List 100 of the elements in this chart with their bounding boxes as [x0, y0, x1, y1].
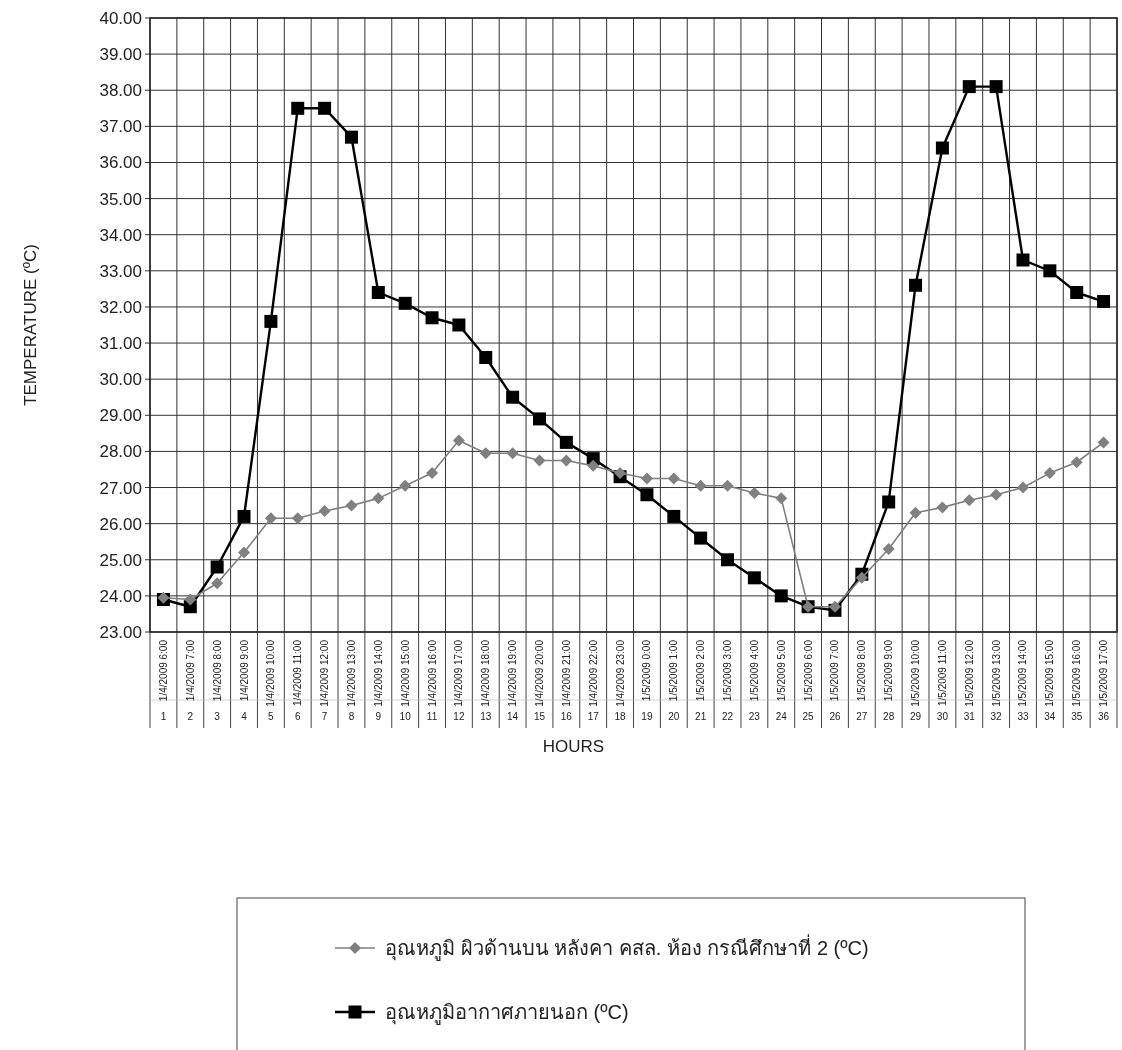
- point: [694, 479, 707, 492]
- x-tick-label: 1/5/2009 15:00 34: [1044, 639, 1056, 722]
- x-tick-label: 1/5/2009 11:00 30: [936, 639, 949, 722]
- x-tick-label: 1/4/2009 12:00 7: [319, 639, 331, 722]
- point: [640, 472, 653, 485]
- x-tick-label: 1/4/2009 16:00 11: [426, 639, 438, 722]
- point: [532, 412, 546, 426]
- point: [1070, 285, 1084, 299]
- y-tick-label: 23.00: [99, 623, 142, 642]
- x-tick-label: 1/4/2009 21:00 16: [560, 639, 573, 722]
- x-tick-label: 1/5/2009 4:00 23: [748, 639, 761, 722]
- x-tick-label: 1/5/2009 12:00 31: [963, 639, 976, 722]
- y-tick-label: 33.00: [99, 261, 142, 281]
- point: [533, 454, 546, 467]
- point: [882, 495, 896, 509]
- x-tick-label: 1/5/2009 5:00 24: [775, 639, 788, 722]
- y-tick-label: 40.00: [99, 9, 142, 28]
- point: [721, 553, 735, 567]
- point: [452, 318, 466, 332]
- point: [291, 101, 305, 115]
- point: [855, 571, 868, 584]
- point: [667, 509, 681, 523]
- point: [479, 447, 492, 460]
- y-tick-label: 38.00: [99, 81, 142, 101]
- point: [264, 314, 278, 328]
- point: [372, 492, 385, 505]
- x-tick-label: 1/4/2009 14:00 9: [372, 639, 384, 722]
- point: [344, 130, 358, 144]
- x-tick-label: 1/4/2009 19:00 14: [507, 639, 519, 722]
- point: [399, 479, 412, 492]
- point: [425, 311, 439, 325]
- point: [614, 467, 627, 480]
- x-tick-label: 1/5/2009 8:00 27: [856, 639, 868, 722]
- point: [1016, 253, 1030, 267]
- point: [398, 296, 412, 310]
- x-tick-label: 1/5/2009 16:00 35: [1071, 639, 1083, 722]
- point: [238, 546, 251, 559]
- legend-label: อุณหภูมิ ผิวด้านบน หลังคา คสล. ห้อง กรณีศึกษาที่ 2 (ºC): [385, 934, 869, 961]
- y-tick-label: 32.00: [99, 297, 142, 317]
- x-tick-label: 1/4/2009 15:00 10: [399, 639, 412, 722]
- point: [882, 542, 895, 555]
- x-axis-title: HOURS: [542, 737, 605, 756]
- y-tick-label: 34.00: [99, 225, 142, 245]
- point: [1097, 295, 1111, 309]
- point: [426, 467, 439, 480]
- point: [560, 454, 573, 467]
- x-tick-label: 1/5/2009 13:00 32: [990, 639, 1003, 722]
- point: [452, 434, 465, 447]
- x-tick-label: 1/4/2009 20:00 15: [533, 639, 546, 722]
- point: [989, 80, 1003, 94]
- point: [990, 488, 1003, 501]
- y-tick-label: 36.00: [99, 153, 142, 173]
- point: [506, 390, 520, 404]
- y-tick-label: 31.00: [99, 334, 142, 354]
- y-tick-label: 39.00: [99, 45, 142, 65]
- point: [211, 577, 224, 590]
- x-tick-label: 1/4/2009 10:00 5: [265, 639, 277, 722]
- point: [694, 531, 708, 545]
- x-tick-label: 1/4/2009 11:00 6: [292, 639, 304, 722]
- y-tick-label: 37.00: [99, 117, 142, 137]
- point: [264, 512, 277, 525]
- x-tick-label: 1/5/2009 2:00 21: [695, 639, 707, 722]
- point: [667, 472, 680, 485]
- point: [962, 80, 976, 94]
- point: [909, 506, 922, 519]
- x-tick-label: 1/4/2009 9:00 4: [238, 639, 250, 722]
- x-tick-label: 1/5/2009 10:00 29: [909, 639, 922, 722]
- point: [828, 600, 841, 613]
- point: [775, 492, 788, 505]
- point: [291, 512, 304, 525]
- point: [318, 101, 332, 115]
- point: [345, 499, 358, 512]
- point: [747, 571, 761, 585]
- point: [963, 494, 976, 507]
- point: [184, 593, 197, 606]
- point: [587, 459, 600, 472]
- point: [935, 141, 949, 155]
- x-tick-label: 1/4/2009 22:00 17: [587, 639, 600, 722]
- point: [721, 479, 734, 492]
- y-tick-label: 30.00: [99, 370, 142, 390]
- x-tick-label: 1/4/2009 8:00 3: [211, 639, 223, 722]
- x-tick-label: 1/4/2009 6:00 1: [157, 639, 169, 722]
- point: [936, 501, 949, 514]
- x-tick-label: 1/4/2009 23:00 18: [614, 639, 627, 722]
- x-tick-label: 1/5/2009 17:00 36: [1098, 639, 1110, 722]
- point: [909, 278, 923, 292]
- y-tick-label: 27.00: [99, 478, 142, 498]
- x-tick-label: 1/4/2009 13:00 8: [345, 639, 357, 722]
- x-tick-label: 1/5/2009 0:00 19: [641, 639, 653, 722]
- y-tick-label: 35.00: [99, 189, 142, 209]
- y-tick-label: 26.00: [99, 514, 142, 534]
- point: [237, 509, 251, 523]
- point: [479, 351, 493, 365]
- point: [640, 488, 654, 502]
- point: [559, 435, 573, 449]
- point: [1070, 456, 1083, 469]
- x-tick-label: 1/5/2009 3:00 22: [721, 639, 734, 722]
- y-axis-title: TEMPERATURE (ºC): [21, 244, 40, 406]
- y-tick-label: 24.00: [99, 586, 142, 606]
- y-tick-label: 25.00: [99, 550, 142, 570]
